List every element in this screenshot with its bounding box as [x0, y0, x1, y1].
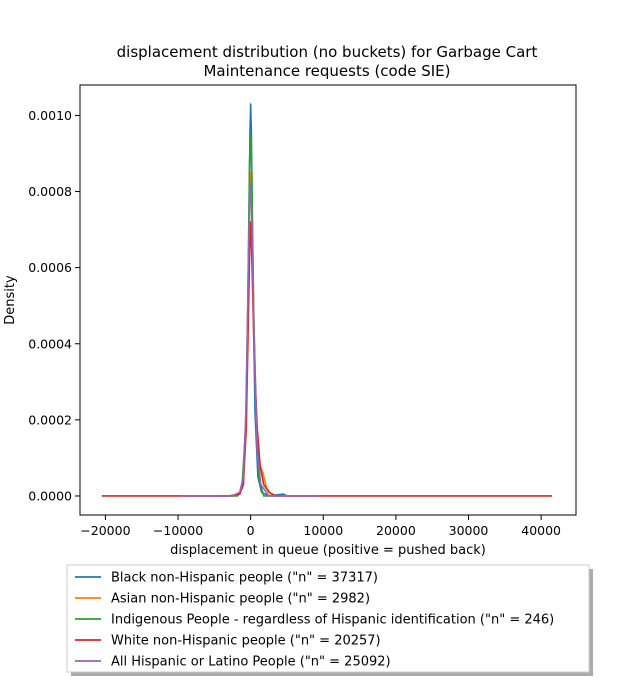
legend-box [66, 564, 590, 673]
y-tick-label: 0.0008 [28, 184, 72, 199]
y-tick-label: 0.0006 [28, 260, 72, 275]
legend-label: All Hispanic or Latino People ("n" = 250… [111, 655, 391, 670]
y-axis-label: Density [3, 275, 18, 325]
series-line-2 [181, 171, 320, 497]
legend-label: White non-Hispanic people ("n" = 20257) [111, 634, 381, 649]
legend-entry-2: Asian non-Hispanic people ("n" = 2982) [75, 592, 370, 607]
legend-entry-3: Indigenous People - regardless of Hispan… [75, 613, 554, 628]
x-tick-label: 10000 [303, 523, 343, 538]
plot-area-frame [79, 84, 577, 516]
legend-label: Indigenous People - regardless of Hispan… [111, 613, 554, 628]
x-tick-label: 40000 [521, 523, 561, 538]
x-tick-label: 0 [247, 523, 255, 538]
y-tick-label: 0.0000 [28, 488, 72, 503]
legend: Black non-Hispanic people ("n" = 37317) A… [66, 564, 593, 676]
x-tick-label: 30000 [449, 523, 489, 538]
legend-entry-4: White non-Hispanic people ("n" = 20257) [75, 634, 381, 649]
y-axis-ticks: 0.0000 0.0002 0.0004 0.0006 0.0008 0.0010 [28, 108, 80, 503]
x-axis-label: displacement in queue (positive = pushed… [170, 543, 486, 558]
x-tick-label: −10000 [153, 523, 203, 538]
series-line-5 [181, 183, 320, 497]
x-tick-label: −20000 [80, 523, 130, 538]
legend-entry-5: All Hispanic or Latino People ("n" = 250… [75, 655, 391, 670]
y-tick-label: 0.0004 [28, 336, 72, 351]
chart-title-line-1: displacement distribution (no buckets) f… [117, 43, 538, 61]
legend-entry-1: Black non-Hispanic people ("n" = 37317) [75, 571, 378, 586]
x-tick-label: 20000 [376, 523, 416, 538]
x-axis-ticks: −20000 −10000 0 10000 20000 30000 40000 [80, 515, 561, 538]
chart-title: displacement distribution (no buckets) f… [117, 43, 538, 80]
y-tick-label: 0.0002 [28, 412, 72, 427]
chart-title-line-2: Maintenance requests (code SIE) [203, 62, 450, 80]
y-tick-label: 0.0010 [28, 108, 72, 123]
series-layer [101, 103, 553, 497]
legend-items: Black non-Hispanic people ("n" = 37317) A… [75, 571, 554, 670]
series-line-4 [101, 221, 553, 497]
legend-label: Asian non-Hispanic people ("n" = 2982) [111, 592, 370, 607]
legend-label: Black non-Hispanic people ("n" = 37317) [111, 571, 378, 586]
series-line-1 [185, 103, 317, 497]
